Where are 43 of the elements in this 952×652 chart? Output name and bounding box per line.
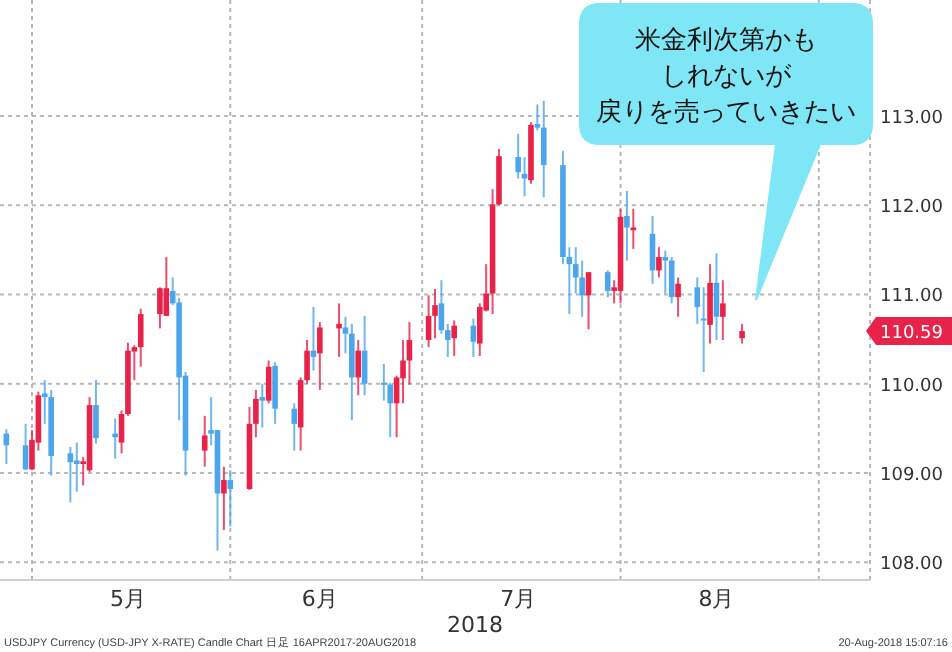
x-tick-label: 5月 [109, 586, 146, 612]
annotation: 戻りを売っていきたい [596, 96, 856, 126]
candlestick [707, 263, 713, 345]
candlestick [336, 302, 342, 358]
candlestick [349, 322, 355, 422]
candlestick [67, 446, 74, 504]
y-tick-label: 110.00 [880, 376, 944, 397]
x-axis-title: 2018 [447, 612, 503, 638]
candlestick [112, 417, 118, 460]
candlestick [604, 269, 611, 299]
y-tick-label: 109.00 [880, 465, 944, 486]
candlestick [656, 246, 662, 279]
price-tag: 110.59 [866, 317, 952, 346]
callout: 米金利次第かも しれないが 戻りを売っていきたい [579, 3, 873, 301]
candlestick [227, 469, 234, 528]
annotation: しれないが [661, 60, 793, 90]
candlestick [432, 288, 438, 340]
x-tick-label: 7月 [500, 586, 537, 612]
candlestick [291, 402, 298, 452]
y-tick-label: 108.00 [880, 555, 944, 576]
candlestick [93, 379, 99, 445]
candlestick [624, 189, 630, 262]
candlestick [540, 99, 547, 199]
candlestick [476, 302, 483, 358]
candlestick [675, 276, 681, 318]
y-tick-label: 111.00 [880, 287, 944, 308]
candlestick [355, 338, 362, 397]
candlestick [317, 321, 323, 391]
candlestick [201, 414, 208, 468]
candlestick [700, 286, 707, 374]
x-tick-label: 6月 [301, 586, 338, 612]
candlestick [720, 279, 726, 341]
candlestick [451, 319, 457, 358]
candlestick [662, 249, 669, 295]
annotation: 米金利次第かも [635, 24, 817, 54]
x-tick-label: 8月 [698, 586, 735, 612]
candlestick [739, 322, 745, 345]
candlestick [272, 361, 278, 425]
candlestick [221, 465, 227, 532]
y-tick-label: 112.00 [880, 198, 944, 219]
candlestick [259, 382, 266, 429]
candlestick [157, 286, 163, 330]
y-tick-label: 113.00 [880, 109, 944, 129]
